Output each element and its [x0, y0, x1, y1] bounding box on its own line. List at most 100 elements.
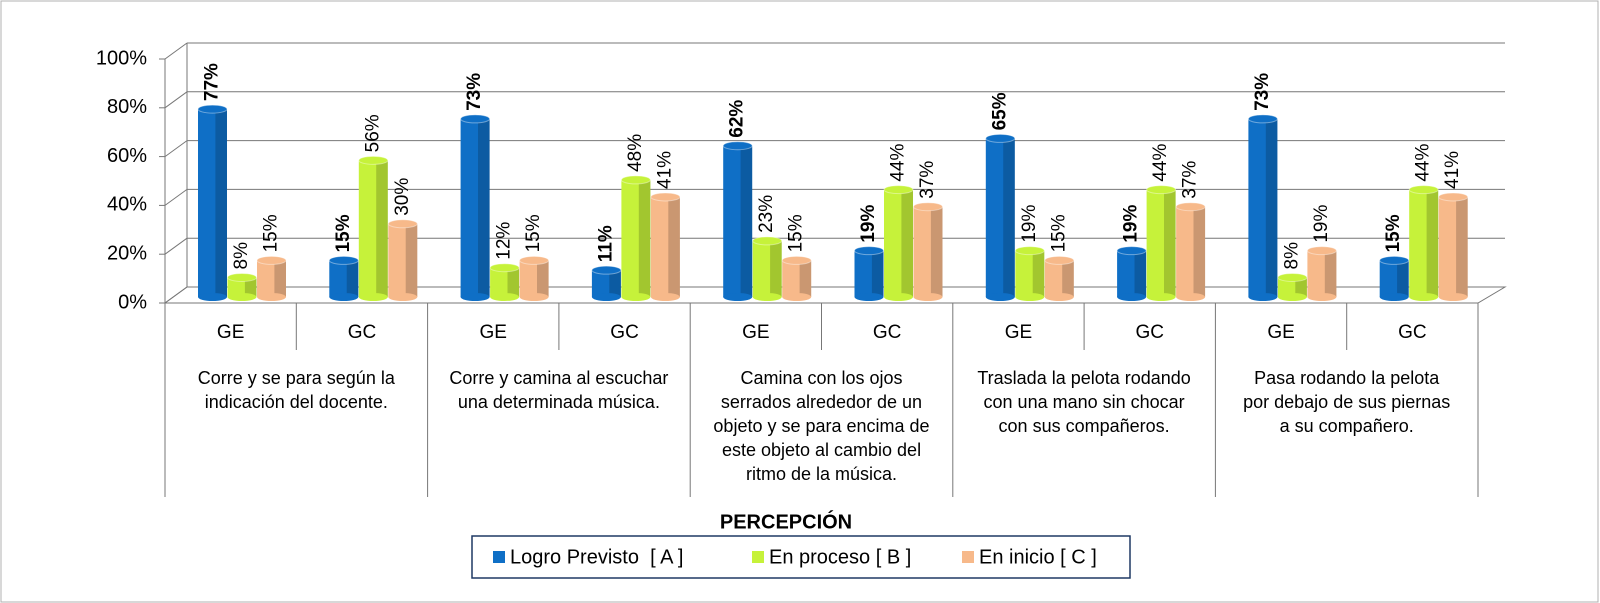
x-tick-label: GC [873, 322, 902, 343]
bar-body [519, 260, 549, 297]
bar-body [752, 240, 782, 297]
bar-bottom [591, 293, 621, 301]
bar [256, 255, 287, 301]
bar-shade [1193, 206, 1206, 297]
bar [1247, 114, 1278, 301]
value-label: 41% [654, 151, 675, 189]
bar-bottom [752, 293, 782, 301]
bar-shade [1062, 260, 1074, 297]
bar-body [329, 260, 359, 297]
value-label: 23% [756, 195, 777, 233]
bar-body [1277, 277, 1307, 297]
bar-shade [1134, 250, 1147, 297]
bar [591, 265, 622, 301]
bar-top [1379, 255, 1410, 265]
bar-bottom [1409, 293, 1439, 301]
bar-top [752, 236, 783, 246]
value-label: 30% [392, 178, 413, 216]
bar-body [490, 267, 520, 297]
bar-bottom [1438, 293, 1468, 301]
bar [1014, 246, 1045, 301]
x-tick-label: GC [610, 322, 639, 343]
bar-top [883, 185, 914, 195]
bar-body [1409, 189, 1439, 297]
value-label: 65% [989, 92, 1010, 130]
bar-body [723, 145, 753, 297]
bar-shade [1397, 260, 1409, 297]
bar [620, 175, 651, 301]
bar-bottom [1044, 293, 1074, 301]
bar-bottom [1248, 293, 1278, 301]
legend-swatch [752, 551, 764, 563]
bar [985, 133, 1016, 301]
bar-top [1408, 185, 1439, 195]
value-label: 19% [1311, 205, 1332, 243]
bar-top [1247, 114, 1278, 124]
value-label: 12% [494, 222, 515, 260]
bar-top [913, 202, 943, 212]
bar-top [358, 155, 389, 165]
value-label: 15% [1383, 214, 1404, 252]
bar-bottom [621, 293, 651, 301]
value-label: 41% [1442, 151, 1463, 189]
bar [519, 255, 550, 301]
bar [227, 272, 257, 301]
bar-shade [346, 260, 359, 297]
bar-body [198, 109, 227, 298]
grid-line-side [164, 188, 188, 206]
bar-shade [405, 223, 418, 297]
group-label: Pasa rodando la pelota [1254, 368, 1440, 388]
value-label: 15% [523, 214, 544, 252]
legend-swatch [962, 551, 974, 563]
bar-bottom [198, 293, 227, 301]
bar-body [1146, 189, 1176, 297]
bar-bottom [1176, 293, 1206, 301]
grid-line-side [164, 140, 188, 158]
bar-bottom [913, 293, 943, 301]
bar-body [884, 189, 913, 297]
bar-shade [215, 109, 227, 298]
bar-bottom [388, 293, 418, 301]
group-label: este objeto al cambio del [722, 440, 921, 460]
legend-label: Logro Previsto [ A ] [510, 546, 683, 568]
bar-shade [609, 270, 621, 297]
bar-shade [901, 189, 913, 297]
value-label: 19% [1019, 205, 1040, 243]
bar-shade [1295, 277, 1307, 297]
value-label: 48% [625, 134, 646, 172]
bar-body [1176, 206, 1206, 297]
bar [358, 155, 389, 301]
bar [1175, 202, 1206, 301]
legend-label: En inicio [ C ] [979, 546, 1097, 568]
bar-shade [1032, 250, 1045, 297]
y-tick-label: 0% [118, 291, 147, 313]
group-label: serrados alrededor de un [721, 392, 922, 412]
value-label: 37% [917, 161, 938, 199]
bar-top [620, 175, 651, 185]
x-axis-title: PERCEPCIÓN [720, 509, 852, 533]
x-tick-label: GC [348, 322, 377, 343]
value-label: 15% [1048, 214, 1069, 252]
bar-top [1116, 246, 1147, 256]
bar [722, 141, 753, 301]
bar-bottom [257, 293, 286, 301]
group-label: a su compañero. [1280, 416, 1414, 436]
value-label: 19% [858, 205, 879, 243]
group-label: ritmo de la música. [746, 464, 897, 484]
value-label: 15% [261, 214, 282, 252]
bar [1116, 246, 1147, 301]
bar-shade [1456, 196, 1468, 297]
group-label: Traslada la pelota rodando [977, 368, 1190, 388]
bar-top [1175, 202, 1206, 212]
bar-shade [1265, 118, 1278, 297]
bar-shade [871, 250, 884, 297]
value-label: 37% [1180, 161, 1201, 199]
bar-bottom [227, 293, 257, 301]
bar-top [722, 141, 753, 151]
bar-top [1306, 246, 1337, 256]
y-tick-label: 40% [107, 194, 147, 216]
bar [1438, 192, 1469, 301]
bar-top [1146, 185, 1177, 195]
bar-shade [507, 267, 520, 297]
bar-shade [930, 206, 943, 297]
